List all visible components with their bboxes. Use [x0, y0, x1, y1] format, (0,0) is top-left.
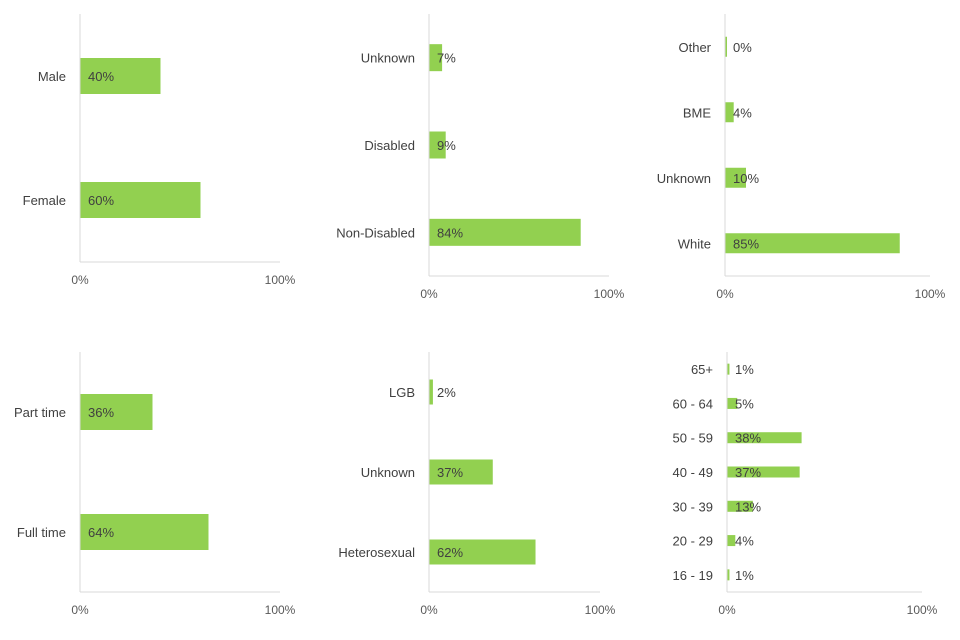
data-label: 36% — [88, 405, 114, 420]
category-label: Unknown — [361, 465, 415, 480]
bar — [80, 182, 201, 218]
category-label: LGB — [389, 385, 415, 400]
bar — [725, 233, 900, 254]
data-label: 62% — [437, 545, 463, 560]
x-tick-label: 0% — [71, 603, 89, 617]
bar — [725, 36, 727, 57]
data-label: 1% — [735, 362, 754, 377]
category-label: BME — [683, 105, 712, 120]
bar — [727, 500, 753, 512]
x-tick-label: 0% — [420, 287, 438, 301]
x-tick-label: 0% — [71, 273, 89, 287]
category-label: Female — [23, 193, 66, 208]
category-label: 16 - 19 — [673, 568, 713, 583]
data-label: 7% — [437, 51, 456, 66]
x-tick-label: 100% — [907, 603, 938, 617]
bar — [727, 569, 730, 581]
data-label: 0% — [733, 40, 752, 55]
data-label: 2% — [437, 385, 456, 400]
data-label: 38% — [735, 431, 761, 446]
x-tick-label: 0% — [718, 603, 736, 617]
x-tick-label: 100% — [585, 603, 616, 617]
category-label: Full time — [17, 525, 66, 540]
category-label: Unknown — [657, 171, 711, 186]
bar — [80, 58, 161, 94]
category-label: 20 - 29 — [673, 534, 713, 549]
chart-panel-6: 65+ 1% 60 - 64 5% 50 - 59 38% 40 - 49 37% 30 - 3… — [673, 352, 938, 617]
category-label: Male — [38, 69, 66, 84]
bar — [429, 131, 446, 159]
x-tick-label: 100% — [265, 273, 296, 287]
category-label: 60 - 64 — [673, 396, 713, 411]
chart-panel-5: LGB 2% Unknown 37% Heterosexual 62% 0% 100% — [338, 352, 616, 617]
bar — [727, 397, 738, 409]
data-label: 9% — [437, 138, 456, 153]
x-tick-label: 100% — [915, 287, 946, 301]
bar — [429, 218, 581, 246]
bar — [429, 379, 433, 405]
data-label: 37% — [735, 465, 761, 480]
data-label: 5% — [735, 396, 754, 411]
data-label: 10% — [733, 171, 759, 186]
category-label: Unknown — [361, 51, 415, 66]
x-tick-label: 0% — [420, 603, 438, 617]
data-label: 60% — [88, 193, 114, 208]
x-tick-label: 0% — [716, 287, 734, 301]
data-label: 64% — [88, 525, 114, 540]
category-label: 50 - 59 — [673, 431, 713, 446]
data-label: 4% — [733, 105, 752, 120]
category-label: 40 - 49 — [673, 465, 713, 480]
x-tick-label: 100% — [265, 603, 296, 617]
bar — [80, 394, 153, 430]
bar — [429, 539, 536, 565]
bar — [80, 514, 209, 550]
category-label: 30 - 39 — [673, 499, 713, 514]
data-label: 1% — [735, 568, 754, 583]
bar — [429, 459, 493, 485]
bar — [727, 466, 800, 478]
data-label: 37% — [437, 465, 463, 480]
data-label: 40% — [88, 69, 114, 84]
chart-panel-4: Part time 36% Full time 64% 0% 100% — [14, 352, 296, 617]
category-label: Heterosexual — [338, 545, 415, 560]
data-label: 85% — [733, 236, 759, 251]
category-label: Disabled — [364, 138, 415, 153]
category-label: Other — [678, 40, 711, 55]
bar — [725, 102, 734, 123]
category-label: 65+ — [691, 362, 713, 377]
category-label: Non-Disabled — [336, 225, 415, 240]
category-label: White — [678, 236, 711, 251]
bar — [429, 44, 443, 72]
x-tick-label: 100% — [594, 287, 625, 301]
category-label: Part time — [14, 405, 66, 420]
chart-panel-1: Male 40% Female 60% 0% 100% — [23, 14, 296, 287]
bar — [727, 432, 802, 444]
data-label: 13% — [735, 499, 761, 514]
chart-panel-2: Unknown 7% Disabled 9% Non-Disabled 84% 0% 100% — [336, 14, 625, 301]
data-label: 84% — [437, 225, 463, 240]
bar — [727, 363, 730, 375]
data-label: 4% — [735, 534, 754, 549]
bar — [725, 167, 746, 188]
bar — [727, 535, 736, 547]
chart-panel-3: Other 0% BME 4% Unknown 10% White 85% 0% 100% — [657, 14, 946, 301]
